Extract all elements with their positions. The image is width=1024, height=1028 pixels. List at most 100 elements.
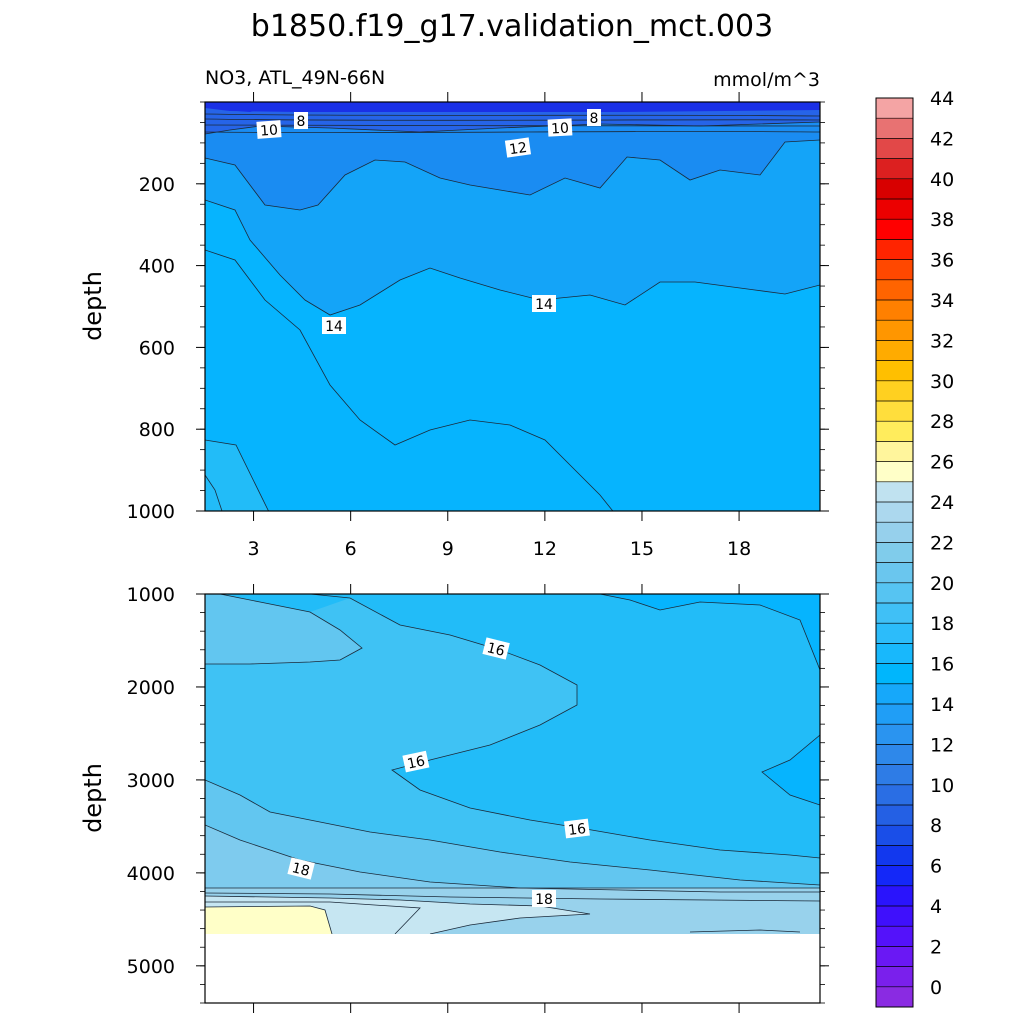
colorbar-tick-label: 26 [930,452,954,474]
lower-contour-label-bg [532,890,556,907]
colorbar-swatch [876,401,913,422]
lower-y-tick-group: 1000 2000 3000 4000 5000 [127,584,829,1004]
colorbar-tick-label: 16 [930,654,954,676]
lower-contour-label-bg [402,750,430,773]
lower-y-tick-label: 5000 [127,956,175,978]
colorbar-tick-label: 40 [930,169,954,191]
upper-contour-line [205,118,820,121]
colorbar-tick-label: 34 [930,290,954,312]
lower-contour-label-text: 16 [406,753,427,772]
upper-contour-labels: 10 8 10 8 12 14 14 [256,109,601,335]
upper-contour-label: 14 [322,317,346,335]
lower-contour-label-bg [563,818,590,839]
upper-contour-label-text: 14 [325,319,343,335]
upper-contour-lines [205,113,820,511]
upper-contour-label-text: 14 [535,297,553,313]
upper-x-tick-label: 15 [630,538,654,560]
colorbar-swatch [876,562,913,584]
colorbar-swatch [876,259,913,281]
lower-contour-line [205,594,363,665]
colorbar-swatch [876,320,913,341]
upper-x-tick-label: 6 [345,538,357,560]
upper-fill-c6 [205,102,820,112]
upper-contour-label-bg [532,295,556,312]
upper-y-tick-group: 200 400 600 800 1000 [127,101,829,523]
colorbar-swatch [876,845,913,866]
lower-contour-line [689,929,801,933]
colorbar-swatch [876,825,913,846]
colorbar-tick-label: 6 [930,856,942,878]
colorbar-swatch [876,300,913,321]
chart-title: b1850.f19_g17.validation_mct.003 [251,9,773,44]
upper-contour-label-text: 12 [508,140,528,158]
lower-contour-line [761,734,820,806]
upper-contour-line [205,131,820,133]
upper-contour-label-text: 10 [260,122,279,139]
upper-contour-label: 10 [256,120,282,140]
colorbar-swatch [876,138,913,159]
lower-contour-label-text: 16 [485,640,506,660]
lower-contour-line [205,779,820,886]
colorbar-swatch [876,421,913,442]
upper-fill-c14 [205,440,269,511]
colorbar-swatch [876,683,913,705]
upper-y-tick-label: 400 [139,256,175,278]
upper-contour-label-bg [256,120,282,139]
colorbar-tick-label: 44 [930,88,954,110]
upper-x-tick-label: 12 [533,538,557,560]
colorbar-swatch [876,966,913,988]
colorbar-tick-label: 10 [930,775,954,797]
upper-x-tick-label: 18 [727,538,751,560]
colorbar-swatch [876,360,913,382]
lower-contour-line [205,892,820,902]
lower-contour-label-bg [482,637,510,660]
colorbar-swatch [876,603,913,624]
upper-contour-fill [205,102,820,511]
colorbar-swatch [876,542,913,563]
colorbar-swatch [876,199,913,220]
lower-y-tick-label: 4000 [127,863,175,885]
upper-y-tick-label: 800 [139,419,175,441]
colorbar-swatch [876,946,913,967]
colorbar-swatch [876,178,913,200]
upper-contour-label: 10 [547,118,573,138]
upper-contour-label-bg [294,112,308,129]
upper-y-tick-label: 600 [139,337,175,359]
upper-contour-label-text: 10 [551,121,570,138]
colorbar-tick-label: 18 [930,613,954,635]
colorbar-swatch [876,885,913,907]
units-label: mmol/m^3 [713,69,820,91]
upper-contour-label-text: 8 [297,114,306,130]
colorbar-swatch [876,926,913,947]
colorbar-swatch [876,340,913,361]
colorbar-tick-label: 24 [930,492,954,514]
upper-contour-label-bg [322,317,346,334]
colorbar-swatch [876,764,913,786]
lower-contour-label-bg [287,857,315,880]
upper-contour-line [205,139,820,211]
upper-contour-line [205,439,270,511]
colorbar-swatch [876,219,913,240]
upper-contour-line [205,249,614,511]
colorbar-tick-label: 38 [930,209,954,231]
lower-contour-line [309,594,820,859]
colorbar-swatch [876,522,913,543]
colorbar-tick-label: 36 [930,250,954,272]
upper-x-tick-label: 3 [248,538,260,560]
upper-contour-label: 8 [294,112,308,130]
lower-y-tick-label: 3000 [127,770,175,792]
colorbar-swatch [876,724,913,745]
colorbar-swatch [876,582,913,604]
colorbar-swatch [876,481,913,503]
lower-y-tick-label: 2000 [127,677,175,699]
lower-x-tick-group [253,584,740,1013]
colorbar-swatch [876,623,913,644]
lower-fill-c13-top [600,594,820,670]
lower-contour-label-text: 18 [290,860,311,880]
upper-contour-line [205,113,820,117]
upper-contour-label-bg [587,109,601,126]
lower-contour-label: 18 [287,857,315,880]
upper-contour-line [205,121,820,135]
upper-contour-label-text: 8 [590,111,599,127]
